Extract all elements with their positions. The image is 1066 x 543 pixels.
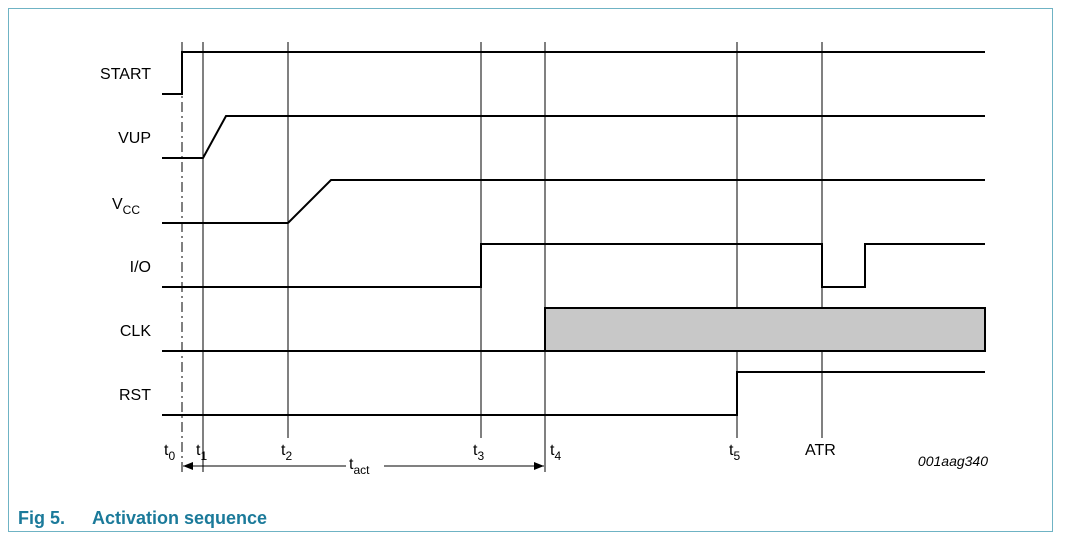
clk-active-region bbox=[544, 307, 986, 352]
figure-code: 001aag340 bbox=[918, 453, 988, 469]
t0-main: t bbox=[164, 442, 169, 459]
t3-main: t bbox=[473, 442, 478, 459]
tact-arrowhead-right bbox=[534, 462, 544, 470]
rst-waveform bbox=[162, 371, 985, 416]
t4-main: t bbox=[550, 442, 555, 459]
t1-label: t1 bbox=[196, 442, 207, 463]
vcc-waveform bbox=[162, 179, 985, 224]
t5-sub: 5 bbox=[733, 449, 740, 463]
atr-label: ATR bbox=[805, 442, 836, 459]
t2-sub: 2 bbox=[285, 449, 292, 463]
tact-label: tact bbox=[349, 456, 370, 477]
t3-label: t3 bbox=[473, 442, 484, 463]
start-waveform bbox=[162, 51, 985, 95]
t4-label: t4 bbox=[550, 442, 561, 463]
tact-main: t bbox=[349, 456, 354, 473]
figure-caption: Fig 5. Activation sequence bbox=[18, 508, 267, 529]
t0-label: t0 bbox=[164, 442, 175, 463]
start-label: START bbox=[100, 66, 151, 83]
vcc-label-main: V bbox=[112, 196, 123, 213]
t0-sub: 0 bbox=[168, 449, 175, 463]
vup-label: VUP bbox=[118, 130, 151, 147]
figure-title: Activation sequence bbox=[92, 508, 268, 528]
t4-sub: 4 bbox=[554, 449, 561, 463]
time-markers bbox=[181, 42, 823, 472]
t5-main: t bbox=[729, 442, 734, 459]
tact-arrowhead-left bbox=[183, 462, 193, 470]
figure-frame bbox=[8, 8, 1053, 532]
t2-main: t bbox=[281, 442, 286, 459]
vcc-label-sub: CC bbox=[123, 203, 141, 217]
io-waveform bbox=[162, 243, 985, 288]
t2-label: t2 bbox=[281, 442, 292, 463]
waveforms bbox=[162, 51, 985, 416]
figure-number: Fig 5. bbox=[18, 508, 66, 528]
tact-arrow bbox=[183, 462, 544, 470]
vup-waveform bbox=[162, 115, 985, 159]
io-label: I/O bbox=[130, 259, 151, 276]
t1-sub: 1 bbox=[200, 449, 207, 463]
t1-main: t bbox=[196, 442, 201, 459]
vcc-label: VCC bbox=[112, 196, 140, 217]
t5-label: t5 bbox=[729, 442, 740, 463]
rst-label: RST bbox=[119, 387, 151, 404]
tact-sub: act bbox=[353, 463, 370, 477]
t3-sub: 3 bbox=[477, 449, 484, 463]
clk-label: CLK bbox=[120, 323, 151, 340]
